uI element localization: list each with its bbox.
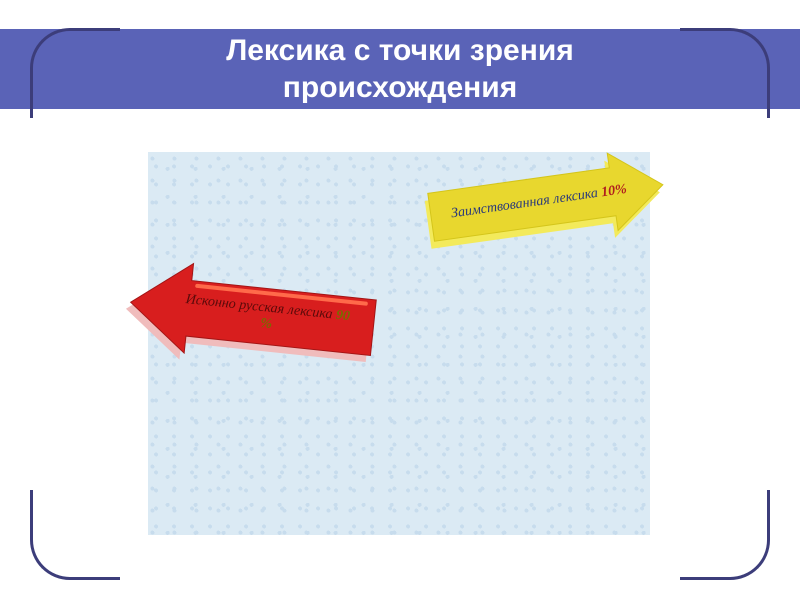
title-line-1: Лексика с точки зрения: [226, 34, 574, 67]
title-line-2: происхождения: [283, 71, 517, 104]
arrow-borrowed-pct: 10%: [600, 182, 628, 200]
corner-bracket-icon: [30, 28, 120, 118]
slide-title: Лексика с точки зрения происхождения: [226, 32, 574, 107]
corner-bracket-icon: [680, 28, 770, 118]
corner-bracket-icon: [30, 490, 120, 580]
arrow-borrowed-text: Заимствованная лексика: [450, 185, 602, 221]
slide: Лексика с точки зрения происхождения Заи…: [0, 0, 800, 600]
corner-bracket-icon: [680, 490, 770, 580]
